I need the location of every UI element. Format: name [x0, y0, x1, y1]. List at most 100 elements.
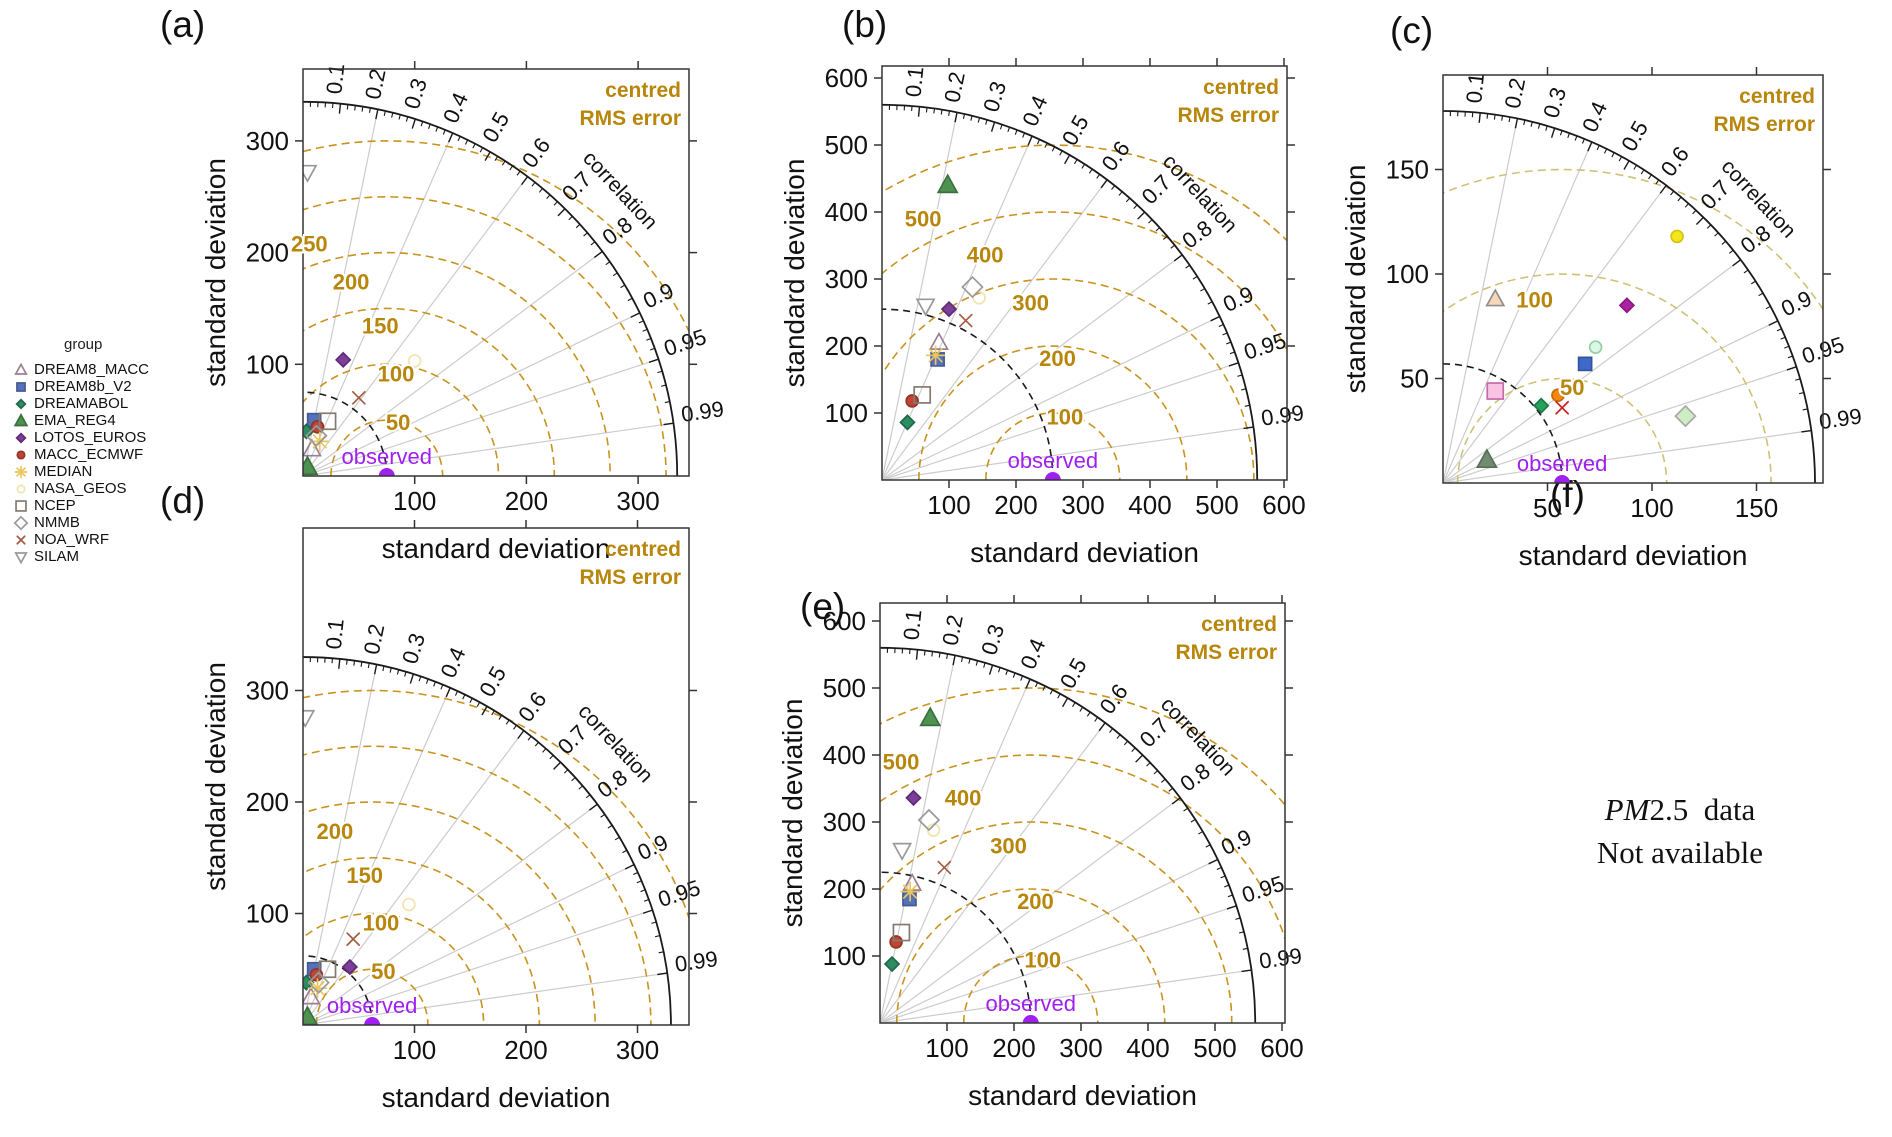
legend-item-DREAM8_MACC: DREAM8_MACC — [12, 361, 182, 378]
plot-box — [1442, 74, 1824, 484]
observed-label: observed — [327, 993, 418, 1018]
rms-arc — [303, 251, 611, 476]
corr-minor-tick — [946, 653, 949, 659]
point-DREAMABOL — [899, 414, 916, 431]
rms-arc-label: 50 — [386, 410, 410, 435]
y-tick-label: 200 — [825, 331, 868, 361]
point-MEDIAN — [1670, 229, 1684, 244]
point-NCEP — [1486, 382, 1505, 400]
corr-major-tick — [988, 664, 994, 675]
point-LOTOS_EUROS — [940, 300, 958, 318]
corr-major-tick — [593, 250, 603, 259]
corr-minor-tick — [1692, 209, 1697, 215]
corr-minor-tick — [513, 724, 517, 730]
corr-minor-tick — [657, 370, 663, 374]
corr-minor-tick — [622, 849, 628, 854]
marker-triangle-f — [13, 412, 29, 426]
corr-minor-tick — [1684, 203, 1689, 208]
rms-arc — [880, 754, 1285, 941]
rms-arc-label: 100 — [1024, 947, 1061, 972]
corr-minor-tick — [542, 748, 547, 753]
rms-arc — [303, 857, 541, 1025]
corr-major-tick — [1171, 797, 1181, 805]
x-tick-label: 400 — [1128, 490, 1171, 520]
point-DREAM8_MACC — [303, 438, 322, 457]
corr-minor-tick — [1523, 119, 1526, 126]
legend-title: group — [64, 336, 103, 353]
corr-minor-tick — [454, 690, 459, 696]
plot-box — [879, 602, 1286, 1024]
nmmb-marker-icon — [13, 515, 29, 530]
rms-arc-label: 200 — [1039, 346, 1076, 371]
corr-minor-tick — [1545, 125, 1548, 131]
corr-minor-tick — [1007, 126, 1011, 133]
y-tick-label: 150 — [1386, 155, 1429, 185]
corr-minor-tick — [505, 719, 510, 725]
y-axis-title: standard deviation — [200, 158, 231, 387]
y-tick-label: 200 — [823, 874, 866, 904]
silam-marker-icon — [14, 551, 28, 564]
rms-arc-label: 250 — [291, 232, 328, 257]
x-tick-label: 200 — [505, 486, 548, 516]
corr-minor-tick — [425, 678, 429, 684]
corr-minor-tick — [1224, 884, 1230, 888]
corr-major-tick — [338, 658, 341, 669]
x-tick-label: 300 — [616, 486, 659, 516]
corr-minor-tick — [1005, 669, 1009, 676]
corr-minor-tick — [1014, 129, 1018, 135]
panel-b-chart: 0.1 0.2 0.3 0.4 0.50.60.70.80.90.950.99corre… — [779, 58, 1306, 568]
corr-minor-tick — [494, 156, 499, 161]
corr-major-tick — [990, 121, 996, 132]
x-tick-label: 100 — [393, 486, 436, 516]
rms-arc-label: 200 — [317, 819, 354, 844]
corr-minor-tick — [1633, 164, 1637, 170]
point-NOA_WRF — [352, 390, 366, 405]
corr-minor-tick — [1486, 113, 1489, 119]
observed-label: observed — [342, 444, 433, 469]
corr-minor-tick — [1787, 355, 1793, 359]
corr-minor-tick — [1205, 844, 1211, 848]
panel-d-letter: (d) — [160, 480, 206, 521]
y-tick-label: 500 — [823, 673, 866, 703]
corr-minor-tick — [1802, 408, 1808, 411]
corr-major-tick — [481, 705, 488, 716]
corr-tick-label: 0.1 — [901, 65, 929, 98]
rms-arc — [918, 345, 1188, 480]
point-DREAMABOL — [883, 955, 901, 973]
correlation-ray — [303, 972, 668, 1025]
corr-minor-tick — [664, 400, 670, 404]
corr-minor-tick — [925, 107, 928, 113]
corr-minor-tick — [642, 328, 648, 332]
legend-item-LOTOS_EUROS: LOTOS_EUROS — [12, 429, 182, 446]
correlation-ray — [303, 864, 635, 1025]
corr-major-tick — [517, 730, 525, 740]
corr-major-tick — [915, 649, 919, 660]
marker-diamond-o — [13, 515, 29, 530]
outer-arc — [1442, 110, 1816, 484]
corr-minor-tick — [1192, 275, 1198, 280]
corr-minor-tick — [516, 170, 521, 176]
y-tick-label: 600 — [825, 63, 868, 93]
rms-arc — [1443, 168, 1823, 311]
corr-tick-label: 0.5 — [1055, 654, 1092, 693]
corr-minor-tick — [1020, 675, 1024, 681]
point-NASA_GEOS — [402, 897, 416, 912]
point-NASA_GEOS — [1588, 340, 1603, 354]
correlation-ray — [303, 687, 451, 1025]
corr-minor-tick — [1240, 388, 1247, 391]
marker-circle — [16, 483, 26, 494]
corr-tick-label: 0.2 — [1500, 76, 1531, 111]
point-NASA_GEOS — [972, 290, 986, 305]
corr-minor-tick — [1677, 196, 1682, 202]
centred-label: centred — [1739, 85, 1815, 108]
correlation-ray — [1443, 141, 1593, 483]
corr-minor-tick — [1220, 875, 1226, 879]
corr-minor-tick — [462, 694, 466, 700]
point-NMMB — [917, 808, 941, 832]
corr-minor-tick — [1222, 332, 1228, 336]
corr-major-tick — [373, 664, 378, 675]
point-MEDIAN — [900, 881, 920, 902]
corr-tick-label: 0.95 — [1241, 328, 1289, 365]
legend-rows: DREAM8_MACC DREAM8b_V2 DREAMABOL EMA_REG4 LO… — [12, 361, 182, 565]
panel-a-chart: 0.1 0.2 0.3 0.4 0.50.60.70.80.90.950.99corre… — [200, 61, 725, 564]
